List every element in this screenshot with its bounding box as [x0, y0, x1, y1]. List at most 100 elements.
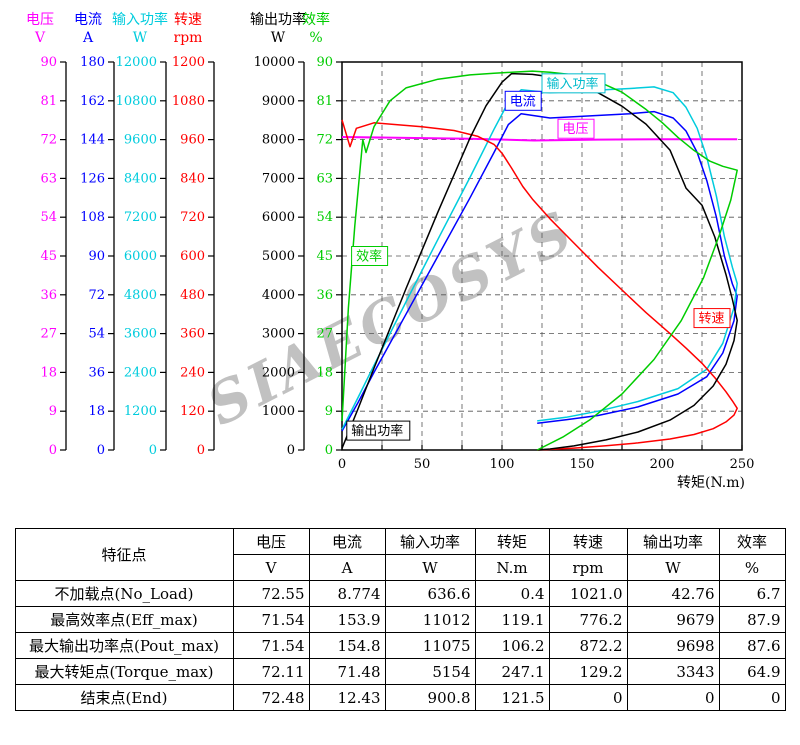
axis-tick-label: 108 — [80, 210, 105, 225]
column-unit: V — [232, 554, 310, 581]
dyno-curves-chart: 转矩(N.m) SIAECOSYS电压V09182736455463728190… — [26, 11, 755, 491]
value-cell: 9698 — [626, 632, 720, 659]
curve-input-power — [341, 86, 738, 430]
axis-unit: V — [34, 30, 46, 46]
motor-dyno-report-page: 转矩(N.m) SIAECOSYS 电压 V 0 9 18 27 36 45 54 63 72 81 90… — [14, 11, 786, 711]
axis-tick-label: 12000 — [116, 55, 157, 70]
curve-label: 效率 — [356, 249, 382, 265]
value-cell: 71.48 — [308, 658, 386, 685]
axis-tick-label: 72 — [40, 133, 57, 148]
curve-label: 电压 — [563, 122, 589, 137]
column-unit: N.m — [474, 554, 550, 581]
column-unit: rpm — [548, 554, 628, 581]
axis-tick-label: 90 — [40, 55, 57, 70]
value-cell: 900.8 — [384, 684, 476, 711]
axis-tick-label: 0 — [197, 443, 205, 458]
value-cell: 11012 — [384, 606, 476, 633]
axis-tick-label: 8000 — [262, 133, 295, 148]
axis-tick-label: 18 — [316, 365, 333, 380]
axis-unit: W — [133, 30, 148, 46]
table-row: 结束点(End) 72.48 12.43 900.8 121.5 0 0 0 — [14, 684, 786, 711]
value-cell: 776.2 — [548, 606, 628, 633]
watermark-text: SIAECOSYS — [197, 197, 586, 439]
axis-tick-label: 0 — [325, 443, 333, 458]
value-cell: 636.6 — [384, 580, 476, 607]
value-cell: 64.9 — [718, 658, 786, 685]
axis-tick-label: 9600 — [124, 133, 157, 148]
value-cell: 71.54 — [232, 606, 310, 633]
column-unit: % — [718, 554, 786, 581]
row-label: 最高效率点(Eff_max) — [14, 606, 234, 633]
axis-title: 输出功率 — [250, 11, 306, 28]
axis-tick-label: 72 — [316, 133, 333, 148]
column-header: 输出功率 — [626, 528, 720, 555]
table-corner-header: 特征点 — [14, 528, 234, 581]
axis-unit: % — [309, 30, 322, 46]
value-cell: 247.1 — [474, 658, 550, 685]
value-cell: 119.1 — [474, 606, 550, 633]
value-cell: 11075 — [384, 632, 476, 659]
axis-tick-label: 720 — [180, 210, 205, 225]
value-cell: 0 — [548, 684, 628, 711]
column-header: 转速 — [548, 528, 628, 555]
axis-tick-label: 7000 — [262, 171, 295, 186]
axis-tick-label: 18 — [40, 365, 57, 380]
curve-label: 输入功率 — [547, 76, 599, 92]
x-tick-label: 250 — [730, 457, 755, 472]
axis-tick-label: 36 — [316, 288, 333, 303]
value-cell: 72.48 — [232, 684, 310, 711]
axis-tick-label: 63 — [40, 171, 57, 186]
value-cell: 5154 — [384, 658, 476, 685]
value-cell: 72.55 — [232, 580, 310, 607]
x-tick-label: 200 — [650, 457, 675, 472]
curve-output-power — [341, 72, 738, 451]
axis-tick-label: 4000 — [262, 288, 295, 303]
x-tick-label: 50 — [414, 457, 431, 472]
axis-tick-label: 144 — [80, 133, 105, 148]
characteristics-table: 特征点 电压 电流 输入功率 转矩 转速 输出功率 效率 V A W N.m rpm W% 不加载点(No_… — [14, 528, 786, 711]
curve-label-box — [557, 118, 595, 139]
axis-tick-label: 2000 — [262, 365, 295, 380]
axis-tick-label: 54 — [40, 210, 57, 225]
row-label: 不加载点(No_Load) — [14, 580, 234, 607]
axis-tick-label: 6000 — [124, 249, 157, 264]
axis-tick-label: 126 — [80, 171, 105, 186]
axis-tick-label: 45 — [40, 249, 57, 264]
table-units-row: V A W N.m rpm W% — [15, 554, 786, 581]
axis-tick-label: 1200 — [172, 55, 205, 70]
table-row: 最大转矩点(Torque_max) 72.11 71.48 5154 247.1 129.… — [14, 658, 786, 685]
curve-label-box — [504, 90, 542, 111]
axis-tick-label: 1200 — [124, 404, 157, 419]
axis-tick-label: 8400 — [124, 171, 157, 186]
axis-tick-label: 90 — [316, 55, 333, 70]
curve-efficiency — [341, 70, 738, 451]
axis-tick-label: 27 — [316, 327, 333, 342]
axis-tick-label: 54 — [88, 327, 105, 342]
column-header: 电流 — [308, 528, 386, 555]
axis-tick-label: 0 — [149, 443, 157, 458]
axis-title: 电流 — [74, 12, 102, 28]
curve-label-box — [693, 308, 731, 329]
axis-tick-label: 0 — [97, 443, 105, 458]
axis-unit: W — [271, 30, 286, 46]
x-tick-label: 100 — [490, 457, 515, 472]
value-cell: 87.6 — [718, 632, 786, 659]
axis-tick-label: 72 — [88, 288, 105, 303]
table-header-row: 特征点 电压 电流 输入功率 转矩 转速 输出功率 效率 — [14, 528, 786, 581]
axis-tick-label: 3000 — [262, 327, 295, 342]
axis-tick-label: 1000 — [262, 404, 295, 419]
axis-tick-label: 960 — [180, 133, 205, 148]
value-cell: 121.5 — [474, 684, 550, 711]
row-label: 结束点(End) — [14, 684, 234, 711]
curve-speed — [341, 119, 738, 451]
axis-tick-label: 840 — [180, 171, 205, 186]
axis-tick-label: 3600 — [124, 327, 157, 342]
axis-tick-label: 36 — [88, 365, 105, 380]
axis-tick-label: 36 — [40, 288, 57, 303]
column-unit: W — [626, 554, 720, 581]
curve-voltage — [341, 136, 738, 142]
value-cell: 42.76 — [626, 580, 720, 607]
axis-tick-label: 9 — [325, 404, 333, 419]
axis-tick-label: 7200 — [124, 210, 157, 225]
axis-unit: A — [82, 30, 94, 46]
